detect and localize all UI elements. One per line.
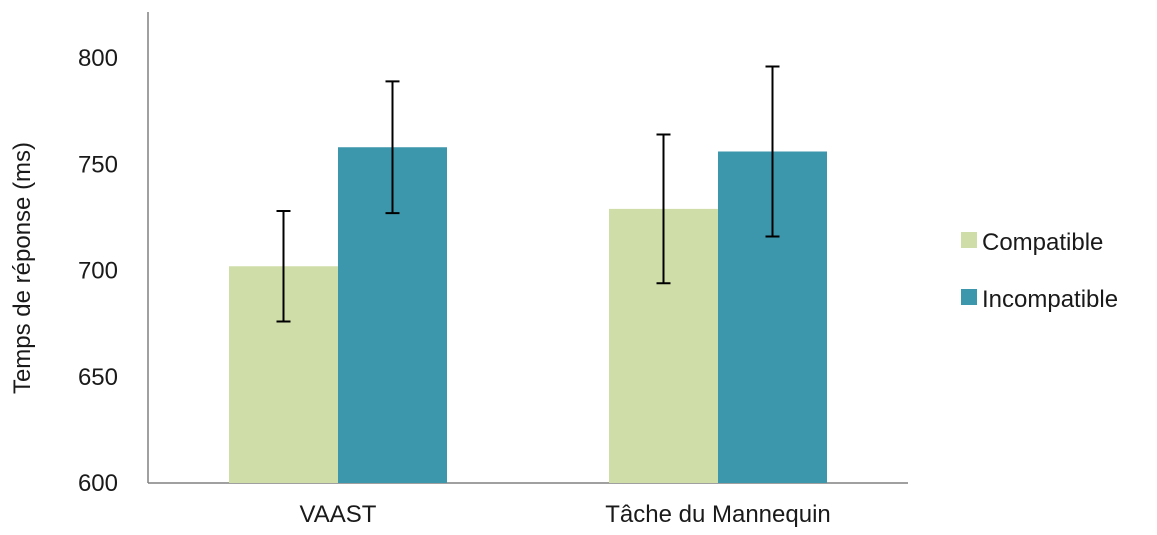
bars [229, 147, 827, 483]
legend-label-compatible: Compatible [982, 229, 1103, 256]
category-labels: VAAST Tâche du Mannequin [300, 501, 831, 528]
error-bar-incompatible-0 [385, 80, 400, 215]
y-tick-label: 800 [78, 45, 118, 72]
legend-swatch-incompatible [961, 289, 977, 305]
y-tick-labels: 600 650 700 750 800 [78, 45, 118, 497]
x-axis: VAAST Tâche du Mannequin [148, 482, 908, 528]
legend-swatch-compatible [961, 232, 977, 248]
y-tick-label: 750 [78, 151, 118, 178]
legend-label-incompatible: Incompatible [982, 286, 1118, 313]
y-axis-title: Temps de réponse (ms) [9, 142, 36, 394]
error-bars [276, 65, 780, 323]
category-label: VAAST [300, 501, 377, 528]
error-bar-compatible-0 [276, 210, 291, 323]
category-label: Tâche du Mannequin [605, 501, 831, 528]
error-bar-incompatible-1 [765, 65, 780, 238]
y-tick-label: 700 [78, 258, 118, 285]
error-bar-compatible-1 [656, 133, 671, 285]
y-tick-label: 600 [78, 470, 118, 497]
legend: Compatible Incompatible [961, 229, 1118, 313]
y-axis: 600 650 700 750 800 [78, 12, 149, 497]
y-tick-label: 650 [78, 364, 118, 391]
